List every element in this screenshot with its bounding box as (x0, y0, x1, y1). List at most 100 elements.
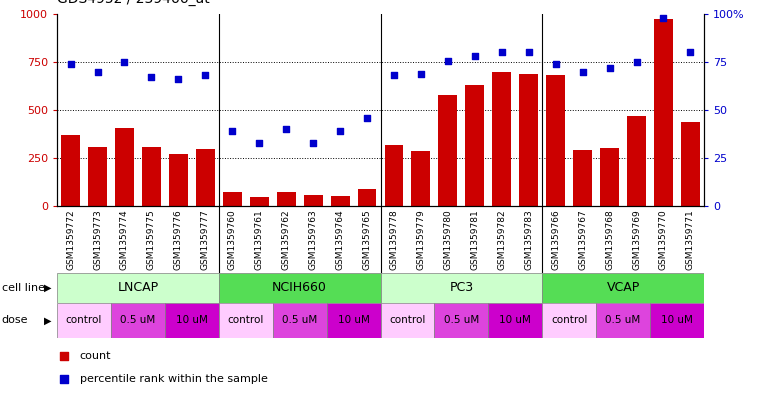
Point (630, 59, 642, 65)
Bar (61, 135, 80, 206)
Text: 10 uM: 10 uM (661, 315, 693, 325)
Bar (358, 189, 377, 206)
Text: control: control (228, 315, 264, 325)
Text: 10 uM: 10 uM (338, 315, 370, 325)
Point (65, 61, 77, 67)
Point (172, 76, 184, 83)
Bar (492, 72, 511, 206)
Text: GSM1359760: GSM1359760 (228, 210, 237, 270)
Text: ▶: ▶ (44, 315, 52, 325)
Bar (600, 148, 619, 206)
Text: 0.5 uM: 0.5 uM (282, 315, 317, 325)
Text: GSM1359773: GSM1359773 (93, 210, 102, 270)
Text: control: control (66, 315, 102, 325)
Point (388, 72, 400, 79)
Bar (277, 192, 295, 206)
Text: GSM1359763: GSM1359763 (309, 210, 317, 270)
Text: VCAP: VCAP (607, 281, 640, 294)
Text: GSM1359775: GSM1359775 (147, 210, 156, 270)
Text: GSM1359779: GSM1359779 (416, 210, 425, 270)
Text: GSM1359778: GSM1359778 (390, 210, 399, 270)
Bar (196, 149, 215, 206)
Text: GDS4952 / 239466_at: GDS4952 / 239466_at (57, 0, 210, 6)
Point (577, 68, 589, 75)
Text: control: control (551, 315, 587, 325)
Bar (384, 145, 403, 206)
Bar (412, 151, 431, 206)
Bar (627, 116, 646, 206)
Bar (489, 303, 542, 338)
Text: GSM1359780: GSM1359780 (444, 210, 452, 270)
Text: GSM1359777: GSM1359777 (201, 210, 210, 270)
Bar (250, 196, 269, 206)
Text: count: count (80, 351, 111, 361)
Bar (272, 303, 326, 338)
Text: cell line: cell line (2, 283, 45, 293)
Text: 0.5 uM: 0.5 uM (120, 315, 155, 325)
Point (658, 15, 670, 21)
Bar (111, 303, 165, 338)
Point (523, 49, 535, 55)
Point (433, 268, 445, 274)
Bar (519, 74, 538, 206)
Text: dose: dose (2, 315, 28, 325)
Bar (219, 273, 380, 303)
Bar (223, 192, 242, 206)
Bar (438, 95, 457, 206)
Text: percentile rank within the sample: percentile rank within the sample (80, 374, 268, 384)
Text: GSM1359762: GSM1359762 (282, 210, 291, 270)
Text: ▶: ▶ (44, 283, 52, 293)
Text: GSM1359761: GSM1359761 (255, 210, 264, 270)
Point (442, 58, 454, 64)
Text: control: control (390, 315, 425, 325)
Text: NCIH660: NCIH660 (272, 281, 327, 294)
Text: GSM1359768: GSM1359768 (605, 210, 614, 270)
Text: GSM1359770: GSM1359770 (659, 210, 668, 270)
Bar (380, 273, 542, 303)
Text: GSM1359774: GSM1359774 (120, 210, 129, 270)
Point (361, 115, 373, 121)
Point (91, 68, 103, 75)
Point (307, 140, 319, 146)
Bar (326, 303, 380, 338)
Bar (88, 147, 107, 206)
Bar (330, 196, 349, 206)
Point (280, 126, 292, 132)
Bar (654, 18, 673, 206)
Text: GSM1359766: GSM1359766 (551, 210, 560, 270)
Bar (650, 303, 704, 338)
Point (549, 61, 562, 67)
Point (226, 128, 238, 134)
Point (199, 72, 212, 79)
Text: 10 uM: 10 uM (176, 315, 208, 325)
Bar (466, 85, 484, 206)
Text: GSM1359782: GSM1359782 (497, 210, 506, 270)
Text: GSM1359776: GSM1359776 (174, 210, 183, 270)
Bar (681, 121, 700, 206)
Point (415, 71, 427, 77)
Bar (57, 273, 219, 303)
Text: GSM1359783: GSM1359783 (524, 210, 533, 270)
Bar (546, 75, 565, 206)
Bar (165, 303, 219, 338)
Point (433, 59, 445, 65)
Text: GSM1359781: GSM1359781 (470, 210, 479, 270)
Point (684, 49, 696, 55)
Bar (57, 303, 111, 338)
Text: GSM1359764: GSM1359764 (336, 210, 345, 270)
Bar (169, 154, 188, 206)
Text: 0.5 uM: 0.5 uM (606, 315, 641, 325)
Point (469, 53, 481, 59)
Bar (596, 303, 650, 338)
Bar (304, 195, 323, 206)
Point (334, 128, 346, 134)
Bar (219, 303, 272, 338)
Text: GSM1359772: GSM1359772 (66, 210, 75, 270)
Bar (115, 129, 134, 206)
Bar (142, 147, 161, 206)
Bar (380, 303, 435, 338)
Point (603, 64, 616, 71)
Point (495, 49, 508, 55)
Text: GSM1359771: GSM1359771 (686, 210, 695, 270)
Text: GSM1359767: GSM1359767 (578, 210, 587, 270)
